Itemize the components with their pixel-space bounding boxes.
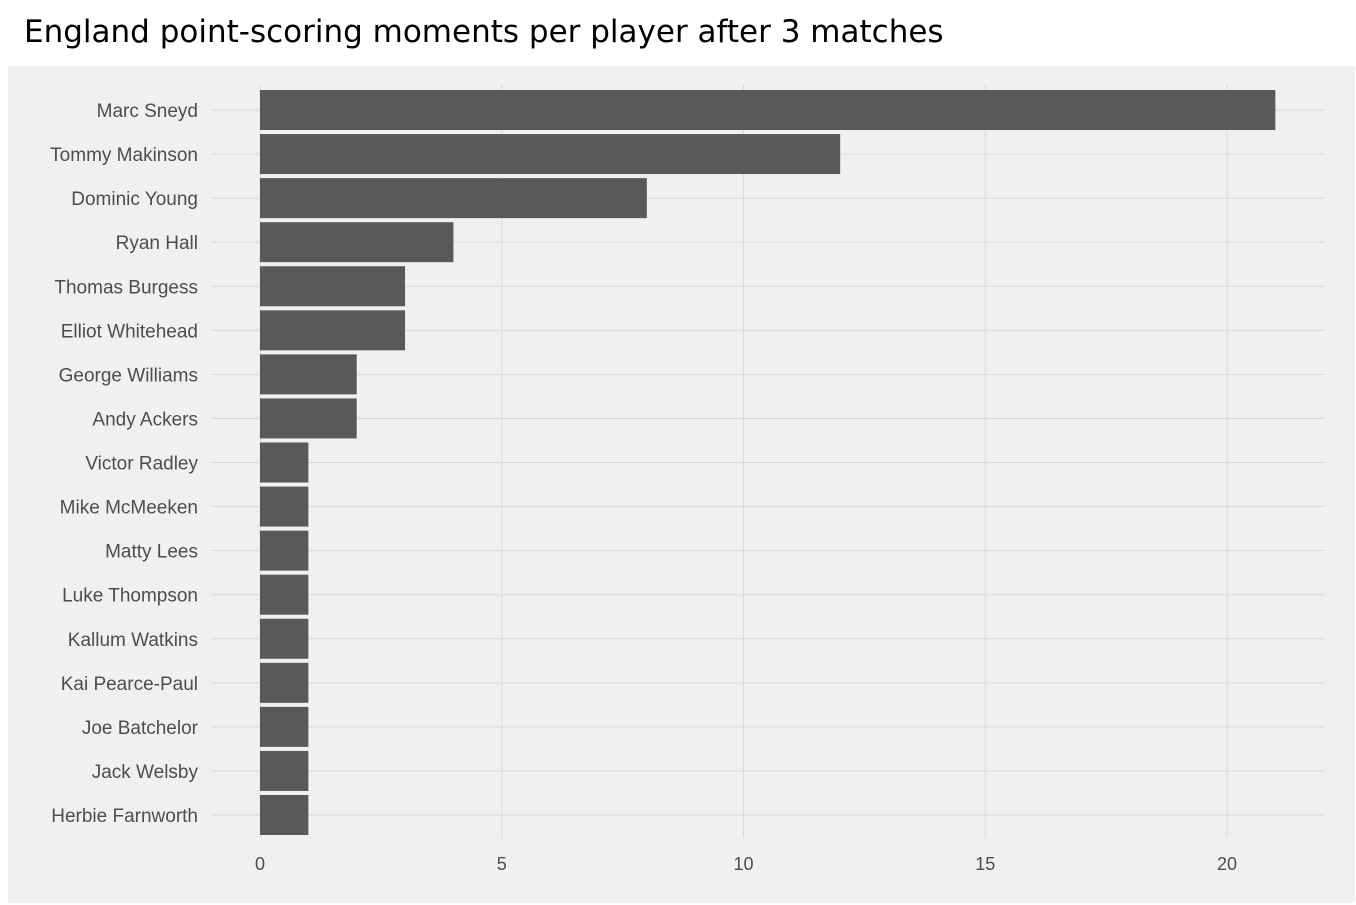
y-axis-labels: Marc Sneyd Tommy Makinson Dominic Young Rya… [50, 101, 198, 827]
y-tick-label: Luke Thompson [62, 586, 198, 607]
bar [260, 486, 309, 527]
y-tick-label: Ryan Hall [116, 233, 198, 254]
bar [260, 266, 406, 307]
x-tick-label: 5 [497, 854, 507, 874]
y-tick-label: Kallum Watkins [68, 630, 198, 651]
bars [260, 90, 1276, 835]
bar [260, 618, 309, 659]
bar [260, 178, 647, 219]
y-tick-label: Herbie Farnworth [51, 806, 198, 827]
y-tick-label: Andy Ackers [92, 409, 198, 430]
y-tick-label: Thomas Burgess [54, 277, 198, 298]
bar [260, 750, 309, 791]
page-title: England point-scoring moments per player… [24, 14, 944, 50]
x-tick-label: 15 [975, 854, 995, 874]
y-tick-label: Tommy Makinson [50, 145, 198, 166]
bar [260, 134, 841, 175]
x-tick-label: 10 [733, 854, 753, 874]
y-tick-label: Matty Lees [105, 542, 198, 563]
bar [260, 795, 309, 835]
x-tick-label: 0 [255, 854, 265, 874]
x-tick-label: 20 [1217, 854, 1237, 874]
y-tick-label: Joe Batchelor [82, 718, 199, 739]
bar [260, 574, 309, 615]
bar [260, 90, 1276, 130]
y-tick-label: Dominic Young [71, 189, 198, 210]
bar [260, 442, 309, 483]
bar [260, 706, 309, 747]
y-tick-label: Jack Welsby [92, 762, 199, 783]
plot-panel [8, 66, 1355, 903]
bar [260, 662, 309, 703]
bar [260, 310, 406, 351]
bar [260, 222, 454, 263]
y-tick-label: Mike McMeeken [60, 498, 198, 519]
x-axis-labels: 0 5 10 15 20 [255, 854, 1237, 874]
y-tick-label: Victor Radley [85, 454, 198, 475]
y-tick-label: Elliot Whitehead [61, 321, 198, 342]
y-tick-label: George Williams [59, 365, 198, 386]
bar [260, 354, 357, 395]
y-tick-label: Kai Pearce-Paul [61, 674, 198, 695]
y-tick-label: Marc Sneyd [97, 101, 198, 122]
bar [260, 530, 309, 571]
bar [260, 398, 357, 439]
